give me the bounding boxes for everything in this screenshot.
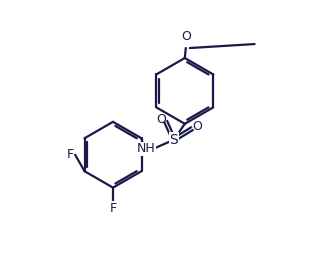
Text: O: O: [192, 120, 202, 133]
Text: F: F: [67, 148, 74, 161]
Text: NH: NH: [136, 142, 155, 155]
Text: O: O: [156, 113, 166, 126]
Text: S: S: [170, 133, 178, 147]
Text: F: F: [109, 202, 117, 215]
Text: O: O: [181, 30, 191, 43]
